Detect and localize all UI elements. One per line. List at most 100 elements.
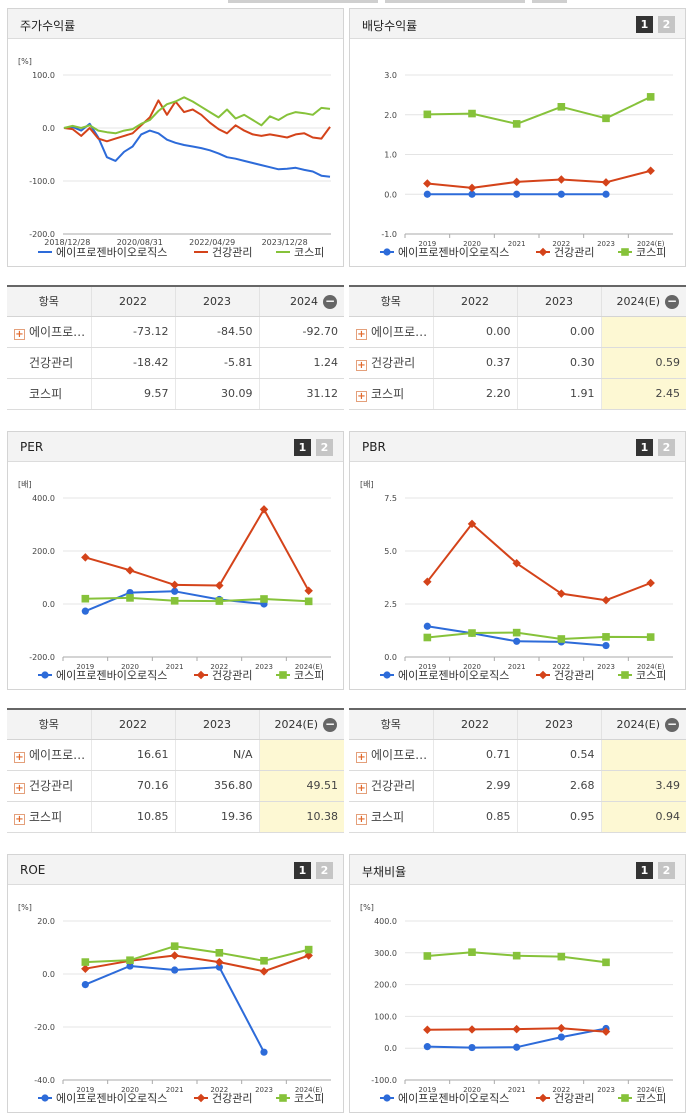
x-tick-label: 2024(E)	[637, 240, 665, 248]
collapse-icon[interactable]: −	[665, 717, 679, 732]
view-1-button[interactable]: 1	[294, 862, 311, 879]
series-line	[84, 965, 265, 1053]
x-tick-label: 2022/04/29	[189, 238, 235, 247]
data-point	[646, 578, 655, 588]
view-2-button[interactable]: 2	[658, 16, 675, 33]
cell: 2.20	[432, 378, 517, 410]
legend-label: 코스피	[636, 1092, 666, 1105]
legend-label: 에이프로젠바이오로직스	[56, 1092, 167, 1105]
top-tab[interactable]	[532, 0, 567, 3]
series-line	[63, 122, 331, 178]
cell: N/A	[174, 739, 259, 771]
cell: 2.68	[516, 770, 601, 802]
data-point	[423, 622, 431, 630]
y-tick-label: 0.0	[42, 600, 55, 609]
series-line	[426, 522, 652, 602]
x-tick-label: 2022	[552, 240, 570, 248]
expand-icon[interactable]: +	[356, 391, 367, 402]
row-label: 코스피	[29, 810, 63, 824]
roe-chart: 20.0 0.0 -20.0 -40.0 [%] 2019 2020 2021 2022 2023…	[18, 903, 331, 1105]
legend-label: 건강관리	[554, 1092, 594, 1105]
y-tick-label: 400.0	[374, 917, 397, 926]
row-name[interactable]: + 건강관리	[349, 770, 433, 802]
x-tick-label: 2023	[597, 240, 615, 248]
expand-icon[interactable]: +	[14, 783, 25, 794]
legend-label: 코스피	[636, 669, 666, 682]
y-tick-label: 300.0	[374, 949, 397, 958]
expand-icon[interactable]: +	[356, 329, 367, 340]
data-point	[468, 629, 476, 637]
row-name[interactable]: + 코스피	[349, 378, 433, 410]
header-2024e: 2024(E) −	[258, 709, 344, 740]
row-name[interactable]: + 에이프로…	[7, 316, 91, 348]
row-name[interactable]: + 코스피	[7, 801, 91, 833]
data-point	[557, 635, 566, 643]
data-point	[468, 948, 476, 956]
x-tick-label: 2020	[463, 240, 481, 248]
view-2-button[interactable]: 2	[658, 439, 675, 456]
data-point	[621, 248, 629, 256]
expand-icon[interactable]: +	[14, 752, 25, 763]
header-2024e-label: 2024(E)	[616, 294, 660, 308]
expand-icon[interactable]: +	[356, 814, 367, 825]
y-tick-label: 200.0	[374, 981, 397, 990]
data-point	[621, 671, 629, 679]
data-point	[423, 952, 432, 960]
view-1-button[interactable]: 1	[636, 16, 653, 33]
cell: 1.91	[516, 378, 601, 410]
collapse-icon[interactable]: −	[323, 294, 337, 309]
legend-label: 코스피	[636, 246, 666, 259]
header-2024e: 2024(E) −	[600, 709, 686, 740]
data-point	[81, 553, 90, 562]
unit-label: [배]	[360, 480, 374, 489]
top-tab[interactable]	[228, 0, 378, 3]
table-row: 코스피 9.57 30.09 31.12	[7, 378, 344, 410]
collapse-icon[interactable]: −	[665, 294, 679, 309]
view-2-button[interactable]: 2	[316, 862, 333, 879]
row-name[interactable]: + 에이프로…	[349, 316, 433, 348]
y-tick-label: 400.0	[32, 494, 55, 503]
y-tick-label: -200.0	[29, 230, 55, 239]
row-name[interactable]: + 에이프로…	[349, 739, 433, 771]
table-header-row: 항목 2022 2023 2024(E) −	[349, 286, 686, 317]
expand-icon[interactable]: +	[14, 814, 25, 825]
header-2023: 2023	[174, 709, 259, 740]
row-name[interactable]: + 코스피	[349, 801, 433, 833]
debt-ratio-chart: 400.0 300.0 200.0 100.0 0.0 -100.0 [%] 2019 2020…	[360, 903, 673, 1105]
series-line	[63, 99, 331, 143]
cell: 10.85	[90, 801, 175, 833]
row-name[interactable]: + 건강관리	[349, 347, 433, 379]
view-1-button[interactable]: 1	[294, 439, 311, 456]
data-point	[467, 519, 477, 529]
data-point	[126, 594, 134, 602]
view-1-button[interactable]: 1	[636, 862, 653, 879]
y-tick-label: -200.0	[29, 653, 55, 662]
expand-icon[interactable]: +	[356, 752, 367, 763]
table-row: + 코스피 10.85 19.36 10.38	[7, 801, 344, 833]
data-point	[260, 956, 268, 965]
pbr-panel: PBR 1 2 7.5 5.0 2.5 0.0 [배] 2019 2020 2021 2022 2…	[349, 431, 686, 690]
cell	[600, 316, 686, 348]
legend-label: 에이프로젠바이오로직스	[56, 246, 167, 259]
table-row: + 에이프로… 16.61 N/A	[7, 739, 344, 771]
top-tab[interactable]	[385, 0, 525, 3]
row-name[interactable]: + 에이프로…	[7, 739, 91, 771]
table-header-row: 항목 2022 2023 2024−	[7, 286, 344, 317]
table-header-row: 항목 2022 2023 2024(E) −	[7, 709, 344, 740]
data-point	[538, 670, 548, 680]
data-point	[304, 597, 313, 606]
row-name[interactable]: + 건강관리	[7, 770, 91, 802]
y-tick-label: 200.0	[32, 547, 55, 556]
expand-icon[interactable]: +	[356, 360, 367, 371]
view-1-button[interactable]: 1	[636, 439, 653, 456]
view-2-button[interactable]: 2	[658, 862, 675, 879]
expand-icon[interactable]: +	[356, 783, 367, 794]
x-tick-label: 2022	[210, 1086, 228, 1094]
expand-icon[interactable]: +	[14, 329, 25, 340]
data-point	[602, 633, 610, 641]
panel-header: 부채비율 1 2	[350, 855, 685, 885]
view-2-button[interactable]: 2	[316, 439, 333, 456]
data-point	[646, 633, 655, 641]
collapse-icon[interactable]: −	[323, 717, 337, 732]
panel-header: PBR 1 2	[350, 432, 685, 462]
